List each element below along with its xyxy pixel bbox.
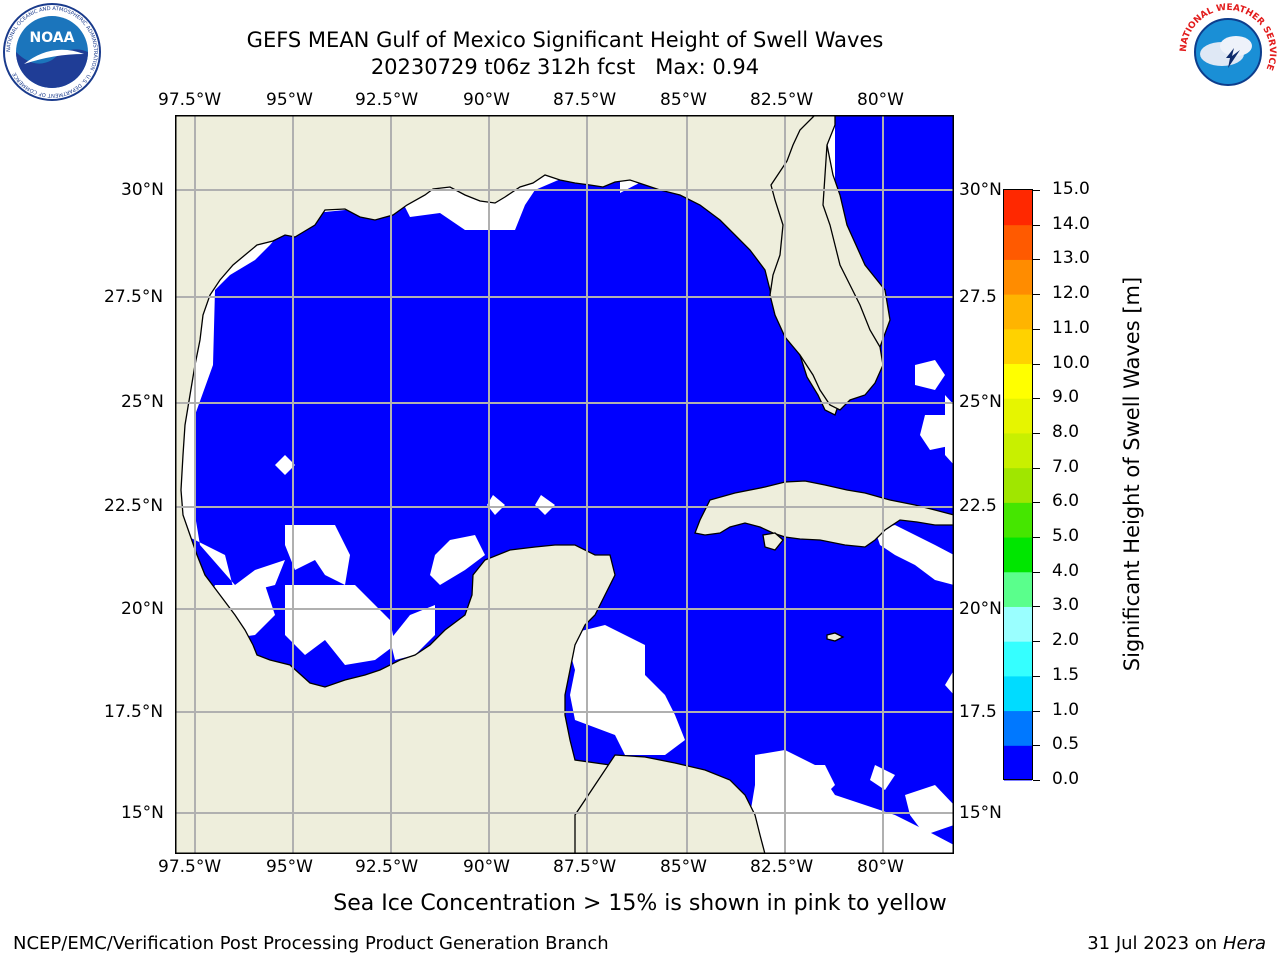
lon-label: 92.5°W <box>355 857 419 877</box>
map-subtitle: 20230729 t06z 312h fcst Max: 0.94 <box>370 55 760 79</box>
colorbar-band <box>1004 294 1032 330</box>
colorbar-tick-label: 1.0 <box>1052 699 1080 720</box>
lat-label: 30°N <box>121 180 164 200</box>
lon-label: 85°W <box>660 857 707 877</box>
lat-label: 27.5°N <box>104 287 164 307</box>
svg-text:NOAA: NOAA <box>30 30 75 46</box>
lon-label: 97.5°W <box>158 90 222 110</box>
lon-label: 92.5°W <box>355 90 419 110</box>
colorbar-tick-mark <box>1033 641 1040 643</box>
footer-host: Hera <box>1222 933 1266 954</box>
colorbar-band <box>1004 190 1032 226</box>
colorbar-tick-mark <box>1033 190 1040 191</box>
colorbar-tick-label: 1.5 <box>1052 664 1080 685</box>
colorbar-label: Significant Height of Swell Waves [m] <box>1120 276 1144 672</box>
colorbar-tick-label: 11.0 <box>1052 317 1090 338</box>
colorbar-band <box>1004 571 1032 607</box>
lon-label: 82.5°W <box>750 857 814 877</box>
colorbar-tick-label: 9.0 <box>1052 387 1080 408</box>
lat-label: 15°N <box>959 803 1002 823</box>
colorbar-tick-label: 13.0 <box>1052 248 1090 269</box>
colorbar-tick-mark <box>1033 328 1040 330</box>
colorbar-band <box>1004 502 1032 538</box>
lon-label: 90°W <box>463 857 510 877</box>
colorbar-tick-mark <box>1033 502 1040 504</box>
lat-label: 27.5 <box>959 287 997 307</box>
lat-label: 20°N <box>959 599 1002 619</box>
noaa-logo: NOAA NATIONAL OCEANIC AND ATMOSPHERIC AD… <box>3 3 101 101</box>
colorbar-tick-mark <box>1033 363 1040 365</box>
colorbar-band <box>1004 606 1032 642</box>
colorbar-band <box>1004 432 1032 469</box>
colorbar-tick-label: 0.5 <box>1052 734 1080 755</box>
map-frame <box>175 115 954 854</box>
colorbar-tick-mark <box>1033 606 1040 608</box>
colorbar-tick-mark <box>1033 537 1040 539</box>
lon-label: 87.5°W <box>553 90 617 110</box>
colorbar-band <box>1004 224 1032 260</box>
footer-date: 31 Jul 2023 on <box>1087 933 1223 954</box>
lat-label: 15°N <box>121 803 164 823</box>
colorbar-tick-label: 5.0 <box>1052 526 1080 547</box>
sea-ice-note: Sea Ice Concentration > 15% is shown in … <box>333 891 947 916</box>
lat-label: 30°N <box>959 180 1002 200</box>
land-masses <box>175 115 954 854</box>
colorbar-band <box>1004 467 1032 503</box>
colorbar-band <box>1004 537 1032 573</box>
colorbar-tick-mark <box>1033 432 1040 434</box>
lon-label: 95°W <box>266 857 313 877</box>
colorbar-tick-label: 4.0 <box>1052 560 1080 581</box>
lat-label: 17.5 <box>959 702 997 722</box>
colorbar-band <box>1004 398 1032 434</box>
lon-label: 90°W <box>463 90 510 110</box>
lat-label: 20°N <box>121 599 164 619</box>
lat-label: 17.5°N <box>104 702 164 722</box>
colorbar-tick-label: 15.0 <box>1052 179 1090 199</box>
gulf-of-mexico-map <box>175 115 954 854</box>
colorbar-tick-mark <box>1033 710 1040 712</box>
lat-label: 22.5 <box>959 496 997 516</box>
colorbar-tick-mark <box>1033 745 1040 747</box>
colorbar-tick-label: 8.0 <box>1052 421 1080 442</box>
colorbar-band <box>1004 363 1032 399</box>
footer-right: 31 Jul 2023 on Hera <box>1087 933 1266 954</box>
map-title: GEFS MEAN Gulf of Mexico Significant Hei… <box>246 28 884 52</box>
colorbar-band <box>1004 328 1032 365</box>
colorbar-tick-label: 2.0 <box>1052 630 1080 651</box>
colorbar-band <box>1004 259 1032 295</box>
colorbar-tick-label: 10.0 <box>1052 352 1090 373</box>
colorbar-tick-mark <box>1033 398 1040 400</box>
lon-label: 85°W <box>660 90 707 110</box>
colorbar-tick-mark <box>1033 571 1040 573</box>
footer-left: NCEP/EMC/Verification Post Processing Pr… <box>13 933 609 954</box>
lon-label: 95°W <box>266 90 313 110</box>
colorbar-tick-label: 7.0 <box>1052 456 1080 477</box>
colorbar-tick-mark <box>1033 467 1040 469</box>
colorbar-band <box>1004 745 1032 781</box>
colorbar-band <box>1004 641 1032 677</box>
nws-logo: NATIONAL WEATHER SERVICE <box>1179 3 1277 100</box>
colorbar-tick-mark <box>1033 224 1040 226</box>
colorbar-tick-mark <box>1033 294 1040 296</box>
colorbar-band <box>1004 675 1032 712</box>
colorbar-tick-mark <box>1033 675 1040 677</box>
lat-label: 25°N <box>959 392 1002 412</box>
colorbar-tick-label: 0.0 <box>1052 769 1080 789</box>
colorbar-tick-label: 3.0 <box>1052 595 1080 616</box>
colorbar-tick-label: 12.0 <box>1052 283 1090 304</box>
colorbar-tick-mark <box>1033 259 1040 261</box>
lon-label: 80°W <box>857 90 904 110</box>
lon-label: 97.5°W <box>158 857 222 877</box>
colorbar-band <box>1004 710 1032 746</box>
lon-label: 82.5°W <box>750 90 814 110</box>
lat-label: 25°N <box>121 392 164 412</box>
colorbar-tick-mark <box>1033 780 1040 781</box>
colorbar <box>1003 189 1033 781</box>
colorbar-tick-label: 6.0 <box>1052 491 1080 512</box>
lon-label: 87.5°W <box>553 857 617 877</box>
lat-label: 22.5°N <box>104 496 164 516</box>
graticule <box>175 115 954 854</box>
colorbar-tick-label: 14.0 <box>1052 213 1090 234</box>
lon-label: 80°W <box>857 857 904 877</box>
